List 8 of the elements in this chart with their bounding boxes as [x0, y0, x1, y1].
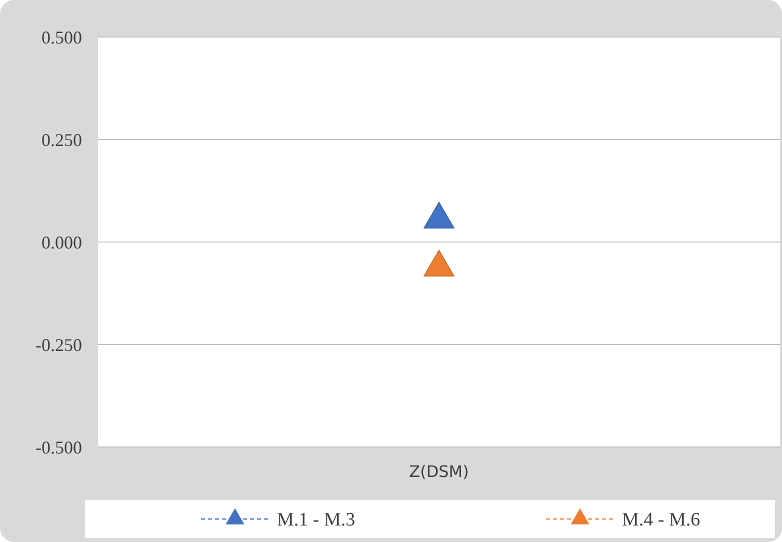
y-tick-label: 0.250 [42, 130, 82, 150]
legend-label: M.4 - M.6 [622, 510, 700, 531]
y-tick-label: 0.000 [42, 232, 82, 252]
legend-label: M.1 - M.3 [277, 510, 356, 531]
y-tick-label: -0.250 [36, 334, 82, 355]
x-tick-label: Z(DSM) [409, 462, 469, 481]
y-tick-label: 0.500 [42, 27, 82, 48]
y-tick-label: -0.500 [36, 437, 82, 458]
